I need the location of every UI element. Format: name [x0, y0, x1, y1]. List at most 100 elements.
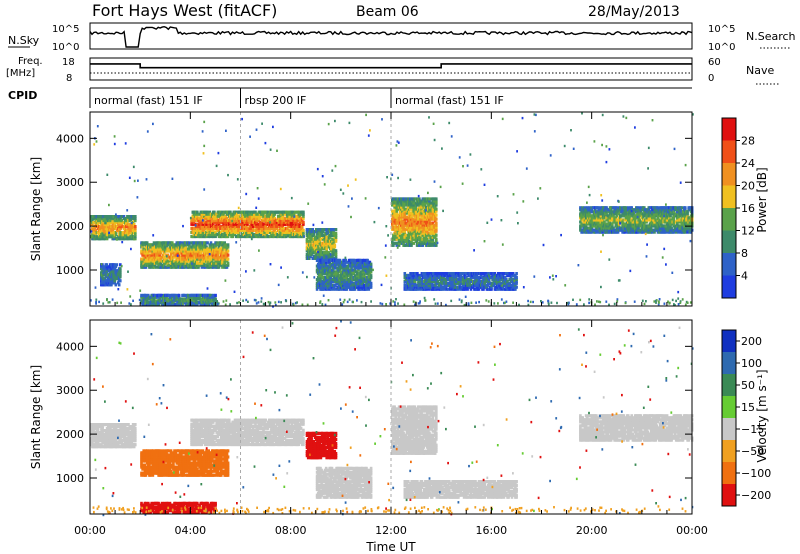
power-echo-cells [90, 112, 694, 308]
echo-cell [435, 233, 438, 237]
echo-cell [313, 247, 317, 251]
echo-cell [290, 220, 294, 224]
echo-cell [149, 265, 152, 269]
echo-cell [145, 255, 149, 259]
echo-cell [200, 212, 204, 216]
echo-cell [205, 230, 208, 234]
echo-cell [261, 226, 264, 230]
echo-cell [210, 259, 214, 263]
echo-cell [249, 224, 253, 228]
echo-cell [300, 224, 304, 228]
echo-cell [190, 220, 193, 224]
echo-cell [173, 263, 176, 267]
echo-cell [96, 221, 100, 225]
echo-cell [161, 253, 165, 257]
echo-cell [111, 229, 114, 233]
echo-cell [209, 216, 213, 220]
echo-cell [171, 241, 174, 245]
echo-cell [208, 214, 212, 218]
echo-cell [316, 279, 320, 284]
echo-cell [204, 295, 207, 299]
echo-cell [502, 272, 506, 276]
station-title: Fort Hays West (fitACF) [92, 1, 277, 20]
echo-cell [101, 231, 104, 235]
echo-cell [326, 243, 330, 247]
echo-cell [261, 218, 264, 222]
echo-cell [212, 228, 215, 232]
echo-cell [255, 228, 258, 232]
echo-cell [105, 231, 109, 235]
echo-cell [141, 263, 144, 267]
echo-cell [218, 210, 222, 214]
echo-cell [271, 220, 274, 224]
echo-cell [207, 216, 210, 220]
nsearch-tick-top: 10^5 [708, 24, 735, 35]
echo-cell [264, 224, 267, 228]
echo-cell [169, 297, 173, 301]
echo-cell [192, 301, 196, 305]
echo-cell [298, 222, 302, 226]
echo-cell [108, 227, 111, 231]
freq-tick-top: 18 [62, 57, 75, 68]
echo-cell [123, 233, 127, 237]
echo-cell [213, 295, 216, 299]
echo-cell [216, 255, 220, 259]
echo-cell [169, 253, 173, 257]
echo-cell [176, 259, 180, 263]
echo-cell [218, 255, 222, 259]
echo-cell [100, 227, 103, 231]
echo-cell [113, 277, 116, 281]
echo-cell [155, 261, 158, 265]
echo-cell [190, 295, 193, 299]
echo-cell [197, 249, 200, 253]
echo-cell [412, 241, 415, 245]
echo-cell [197, 226, 200, 230]
echo-cell [104, 283, 108, 287]
echo-cell [103, 277, 106, 281]
echo-cell [278, 210, 281, 214]
echo-cell [174, 245, 177, 249]
echo-cell [253, 218, 256, 222]
echo-cell [310, 235, 313, 239]
echo-cell [259, 222, 263, 226]
echo-cell [94, 229, 98, 233]
nsky-tick-top: 10^5 [52, 24, 79, 35]
echo-cell [127, 233, 130, 237]
echo-cell [326, 231, 330, 236]
echo-cell [272, 234, 275, 239]
echo-cell [321, 233, 325, 237]
echo-cell [321, 283, 325, 287]
echo-cell [306, 241, 310, 245]
echo-cell [225, 228, 229, 232]
echo-cell [159, 251, 163, 255]
echo-cell [207, 228, 210, 232]
cpid-segment-label: rbsp 200 IF [245, 94, 307, 107]
echo-cell [97, 233, 101, 237]
echo-cell [259, 230, 263, 234]
echo-cell [232, 224, 236, 228]
echo-cell [99, 217, 102, 221]
echo-cell [222, 222, 225, 226]
echo-cell [339, 270, 343, 274]
echo-cell [181, 263, 184, 267]
echo-cell [209, 255, 213, 259]
echo-cell [324, 260, 328, 264]
echo-cell [172, 261, 175, 265]
echo-cell [193, 251, 197, 255]
echo-cell [108, 217, 111, 221]
echo-cell [215, 216, 218, 220]
echo-cell [212, 226, 215, 230]
echo-cell [132, 223, 136, 227]
echo-cell [96, 223, 100, 227]
echo-cell [217, 220, 221, 224]
echo-cell [202, 218, 206, 222]
echo-cell [134, 215, 137, 219]
echo-cell [180, 241, 183, 245]
echo-cell [145, 249, 149, 253]
echo-cell [226, 220, 230, 224]
echo-cell [158, 253, 161, 257]
echo-cell [325, 235, 328, 239]
echo-cell [312, 231, 316, 236]
echo-cell [285, 234, 288, 239]
echo-cell [331, 239, 334, 243]
